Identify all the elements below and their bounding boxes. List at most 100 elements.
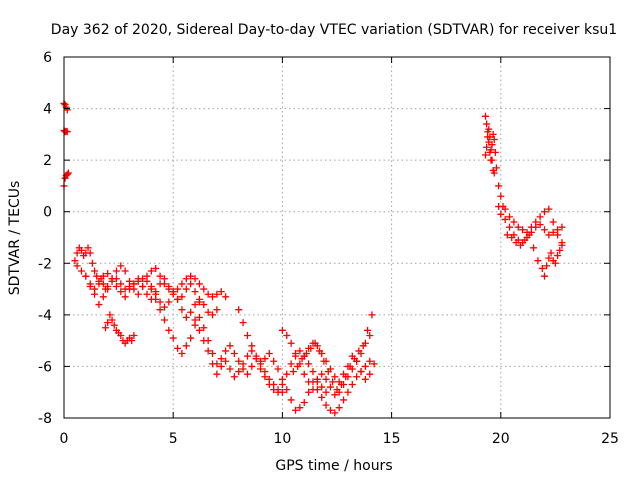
- data-point: [204, 308, 212, 316]
- series-sat-j: [235, 306, 374, 417]
- data-point: [318, 350, 326, 358]
- data-point: [209, 350, 217, 358]
- data-point: [156, 306, 164, 314]
- data-point: [156, 298, 164, 306]
- data-point: [209, 311, 217, 319]
- data-point: [521, 236, 529, 244]
- data-point: [63, 128, 71, 136]
- data-point: [187, 272, 195, 280]
- data-point: [160, 303, 168, 311]
- data-point: [200, 301, 208, 309]
- data-point: [134, 275, 142, 283]
- data-point: [296, 347, 304, 355]
- series-sat-i: [191, 316, 330, 396]
- y-tick-label: 2: [43, 153, 52, 169]
- data-point: [187, 280, 195, 288]
- series-sat-f: [82, 270, 203, 306]
- data-point: [309, 368, 317, 376]
- data-point: [174, 344, 182, 352]
- data-point: [331, 373, 339, 381]
- data-point: [143, 277, 151, 285]
- data-point: [147, 285, 155, 293]
- data-point: [274, 365, 282, 373]
- x-tick-label: 25: [601, 431, 619, 447]
- data-point: [63, 170, 71, 178]
- data-point: [270, 386, 278, 394]
- data-point: [239, 319, 247, 327]
- axis-ticks: 0 5 10 15 20 25 -8 -6 -4 -2 0 2 4 6: [38, 50, 619, 447]
- data-point: [117, 331, 125, 339]
- data-point: [239, 360, 247, 368]
- data-point: [128, 337, 136, 345]
- data-point: [230, 350, 238, 358]
- data-point: [551, 259, 559, 267]
- data-point: [230, 373, 238, 381]
- data-point: [152, 264, 160, 272]
- data-point: [160, 275, 168, 283]
- data-point: [248, 342, 256, 350]
- data-point: [554, 252, 562, 260]
- data-point: [178, 306, 186, 314]
- data-point: [222, 357, 230, 365]
- y-tick-label: -6: [38, 359, 52, 375]
- data-point: [309, 386, 317, 394]
- data-point: [485, 125, 493, 133]
- data-point: [265, 380, 273, 388]
- data-points: [60, 99, 566, 417]
- data-point: [488, 156, 496, 164]
- data-point: [294, 362, 302, 370]
- data-point: [106, 311, 114, 319]
- data-point: [348, 352, 356, 360]
- data-point: [540, 226, 548, 234]
- data-point: [222, 347, 230, 355]
- data-point: [305, 344, 313, 352]
- data-point: [174, 285, 182, 293]
- series-sat-h: [147, 285, 286, 396]
- data-point: [536, 221, 544, 229]
- data-point: [71, 257, 79, 265]
- data-point: [261, 355, 269, 363]
- data-point: [248, 362, 256, 370]
- data-point: [326, 365, 334, 373]
- data-point: [545, 231, 553, 239]
- data-point: [95, 280, 103, 288]
- data-point: [359, 342, 367, 350]
- data-point: [93, 272, 101, 280]
- data-point: [86, 249, 94, 257]
- data-point: [278, 375, 286, 383]
- data-point: [235, 357, 243, 365]
- data-point: [187, 334, 195, 342]
- series-sat-r: [503, 231, 566, 280]
- data-point: [110, 321, 118, 329]
- data-point: [313, 378, 321, 386]
- data-point: [333, 386, 341, 394]
- data-point: [261, 373, 269, 381]
- data-point: [296, 404, 304, 412]
- data-point: [545, 205, 553, 213]
- data-point: [364, 326, 372, 334]
- series-sat-o: [482, 125, 498, 177]
- series-sat-m: [300, 339, 378, 386]
- data-point: [182, 275, 190, 283]
- data-point: [309, 339, 317, 347]
- data-point: [191, 275, 199, 283]
- data-point: [510, 218, 518, 226]
- data-point: [558, 241, 566, 249]
- x-axis-label: GPS time / hours: [275, 458, 392, 474]
- data-point: [99, 293, 107, 301]
- data-point: [355, 347, 363, 355]
- data-point: [152, 288, 160, 296]
- data-point: [243, 352, 251, 360]
- data-point: [104, 285, 112, 293]
- data-point: [274, 388, 282, 396]
- data-point: [77, 246, 85, 254]
- data-point: [117, 288, 125, 296]
- data-point: [547, 249, 555, 257]
- series-sat-q: [495, 203, 566, 247]
- x-tick-label: 5: [169, 431, 178, 447]
- data-point: [482, 151, 490, 159]
- data-point: [160, 316, 168, 324]
- data-point: [283, 386, 291, 394]
